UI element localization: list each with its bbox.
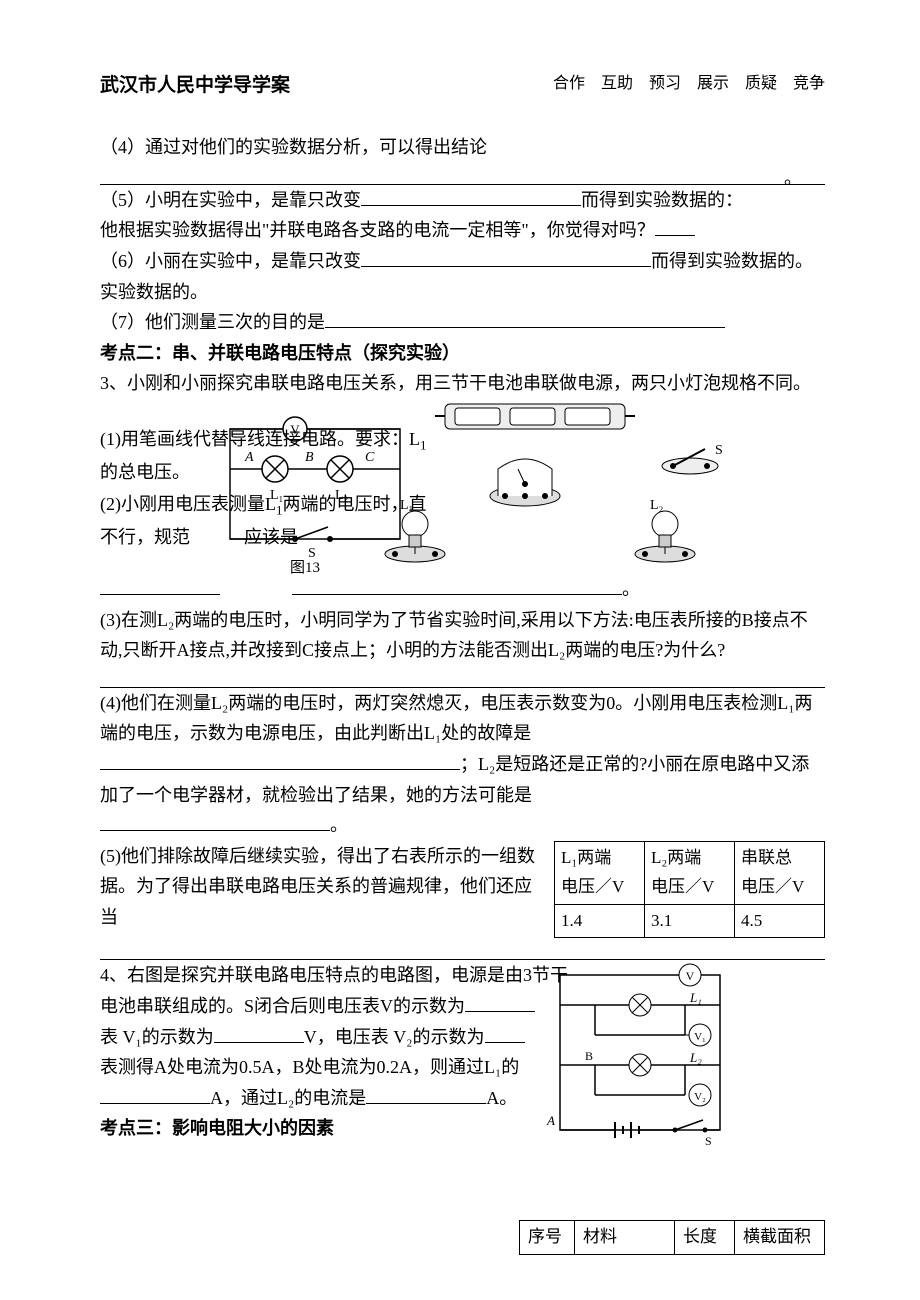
q5-a: （5）小明在实验中，是靠只改变 bbox=[100, 190, 361, 210]
q5-line1: （5）小明在实验中，是靠只改变 而得到实验数据的： bbox=[100, 185, 825, 216]
q6-a: （6）小丽在实验中，是靠只改变 bbox=[100, 251, 361, 271]
p3-3: (3)在测L₂两端的电压时，小明同学为了节省实验时间,采用以下方法:电压表所接的… bbox=[100, 605, 825, 666]
p3-5-text: (5)他们排除故障后继续实验，得出了右表所示的一组数据。为了得出串联电路电压关系… bbox=[100, 841, 544, 933]
q6-line: （6）小丽在实验中，是靠只改变 而得到实验数据的。 bbox=[100, 246, 825, 277]
p3-2-blank: 。 bbox=[100, 574, 825, 605]
svg-text:S: S bbox=[715, 443, 723, 458]
q5-blank2 bbox=[655, 235, 695, 236]
svg-text:S: S bbox=[705, 1134, 712, 1148]
p3-2-text: (2)小刚用电压表测量L1两端的电压时，直 不行，规范 应该是 bbox=[100, 489, 440, 552]
svg-text:L₁: L₁ bbox=[689, 990, 702, 1005]
q4-text: （4）通过对他们的实验数据分析，可以得出结论 bbox=[100, 132, 825, 163]
header-keywords: 合作 互助 预习 展示 质疑 竞争 bbox=[553, 70, 825, 102]
bt-h2: 材料 bbox=[575, 1221, 675, 1255]
parallel-circuit-diagram: V L₁ V₁ L₂ B V₂ bbox=[545, 960, 735, 1150]
p3-5-row: (5)他们排除故障后继续实验，得出了右表所示的一组数据。为了得出串联电路电压关系… bbox=[100, 841, 825, 939]
q5-b: 而得到实验数据的： bbox=[581, 190, 743, 210]
td2: 3.1 bbox=[645, 904, 735, 938]
q6-line2: 实验数据的。 bbox=[100, 277, 825, 308]
svg-text:V: V bbox=[686, 969, 695, 983]
q7-line: （7）他们测量三次的目的是 bbox=[100, 307, 825, 338]
diagram-row: V A B C L₁ L₂ S 图13 bbox=[100, 399, 825, 574]
p4-text: 4、右图是探究并联电路电压特点的电路图，电源是由3节干 电池串联组成的。S闭合后… bbox=[100, 960, 610, 1113]
th2: L₂两端电压／V bbox=[645, 841, 735, 904]
q4-blank: 。 bbox=[100, 163, 825, 185]
q7-a: （7）他们测量三次的目的是 bbox=[100, 312, 325, 332]
page-header: 武汉市人民中学导学案 合作 互助 预习 展示 质疑 竞争 bbox=[100, 70, 825, 102]
header-title: 武汉市人民中学导学案 bbox=[100, 70, 290, 102]
q5-blank1 bbox=[361, 205, 581, 206]
th3: 串联总电压／V bbox=[735, 841, 825, 904]
svg-text:L₂: L₂ bbox=[650, 498, 664, 513]
svg-text:V₁: V₁ bbox=[694, 1031, 706, 1043]
td3: 4.5 bbox=[735, 904, 825, 938]
q6-b: 而得到实验数据的。 bbox=[651, 251, 813, 271]
bt-h1: 序号 bbox=[520, 1221, 575, 1255]
p3-4-mid: ；L₂是短路还是正常的?小丽在原电路中又添加了一个电学器材，就检验出了结果，她的… bbox=[100, 749, 825, 810]
voltage-table: L₁两端电压／V L₂两端电压／V 串联总电压／V 1.4 3.1 4.5 bbox=[554, 841, 825, 939]
svg-text:图13: 图13 bbox=[290, 559, 320, 574]
q6-blank bbox=[361, 266, 651, 267]
td1: 1.4 bbox=[555, 904, 645, 938]
bt-h3: 长度 bbox=[675, 1221, 735, 1255]
bottom-table: 序号 材料 长度 横截面积 bbox=[519, 1220, 825, 1255]
svg-text:L₂: L₂ bbox=[689, 1050, 702, 1065]
p3-4a: (4)他们在测量L₂两端的电压时，两灯突然熄灭，电压表示数变为0。小刚用电压表检… bbox=[100, 688, 825, 749]
p3-3-blank bbox=[100, 666, 825, 688]
svg-text:A: A bbox=[546, 1113, 555, 1128]
p3-5-blank bbox=[100, 938, 825, 960]
q5-c: 他根据实验数据得出"并联电路各支路的电流一定相等"，你觉得对吗？ bbox=[100, 220, 655, 240]
p3-1-text: (1)用笔画线代替导线连接电路。要求：L1 的总电压。 bbox=[100, 424, 440, 487]
svg-text:V₂: V₂ bbox=[694, 1091, 706, 1103]
svg-text:B: B bbox=[585, 1049, 593, 1063]
p4-block: V L₁ V₁ L₂ B V₂ bbox=[100, 960, 825, 1144]
bt-h4: 横截面积 bbox=[735, 1221, 825, 1255]
heading-2: 考点二：串、并联电路电压特点（探究实验） bbox=[100, 338, 825, 369]
th1: L₁两端电压／V bbox=[555, 841, 645, 904]
p3-4-blank: 。 bbox=[100, 810, 825, 841]
q7-blank bbox=[325, 327, 725, 328]
document-body: （4）通过对他们的实验数据分析，可以得出结论 。 （5）小明在实验中，是靠只改变… bbox=[100, 132, 825, 1144]
q5-line2: 他根据实验数据得出"并联电路各支路的电流一定相等"，你觉得对吗？ bbox=[100, 215, 825, 246]
p3-intro: 3、小刚和小丽探究串联电路电压关系，用三节干电池串联做电源，两只小灯泡规格不同。 bbox=[100, 368, 825, 399]
